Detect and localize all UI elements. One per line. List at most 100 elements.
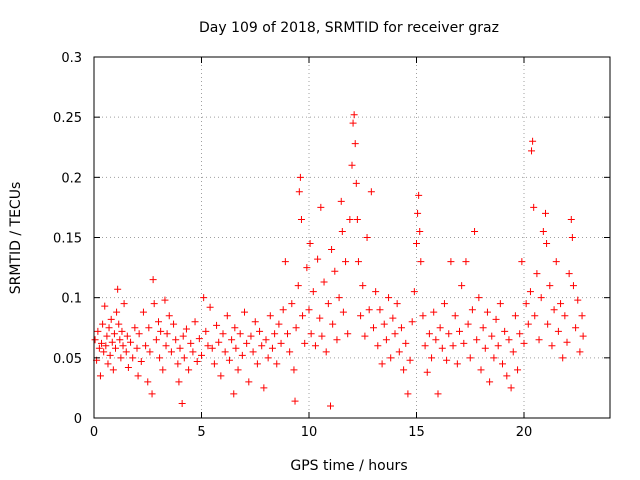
data-point-marker [335,294,343,302]
data-point-marker [238,351,246,359]
data-point-marker [529,137,537,145]
data-point-marker [440,300,448,308]
data-point-marker [291,397,299,405]
data-point-marker [167,348,175,356]
data-point-marker [559,354,567,362]
data-point-marker [494,342,502,350]
data-point-marker [115,320,123,328]
data-point-marker [150,300,158,308]
data-point-marker [488,332,496,340]
data-point-marker [202,327,210,335]
data-point-marker [501,327,509,335]
data-point-marker [170,320,178,328]
data-point-marker [413,240,420,248]
data-point-marker [122,348,130,356]
data-point-marker [372,288,380,296]
data-point-marker [376,306,384,314]
y-tick-label: 0 [74,412,82,427]
data-point-marker [103,332,111,340]
data-point-marker [107,315,115,323]
data-point-marker [182,325,190,333]
data-point-marker [228,336,236,344]
data-point-marker [268,344,276,352]
data-point-marker [569,282,577,290]
data-point-marker [91,336,99,344]
data-point-marker [179,332,187,340]
data-point-marker [137,357,145,365]
x-tick-label: 10 [301,425,318,440]
data-point-marker [191,318,199,326]
data-point-marker [174,360,182,368]
data-point-marker [546,282,554,290]
data-point-marker [230,390,238,398]
data-point-marker [451,312,459,320]
data-point-marker [342,258,350,266]
data-point-marker [554,327,562,335]
x-tick-label: 5 [197,425,205,440]
data-point-marker [108,338,116,346]
data-point-marker [208,344,216,352]
data-point-marker [533,270,541,278]
data-point-marker [295,188,303,196]
data-point-marker [96,372,104,380]
data-point-marker [273,360,281,368]
data-point-marker [471,227,479,235]
data-point-marker [219,330,227,338]
data-point-marker [528,147,536,155]
data-point-marker [279,306,287,314]
data-point-marker [162,342,170,350]
data-point-marker [505,336,513,344]
data-point-marker [428,354,436,362]
data-point-marker [328,246,336,254]
data-point-marker [139,308,147,316]
data-point-marker [410,288,418,296]
data-point-marker [198,351,205,359]
data-point-marker [266,312,274,320]
data-point-marker [563,338,571,346]
data-point-marker [568,234,576,241]
data-point-marker [290,366,298,374]
data-point-marker [507,384,515,392]
data-point-marker [344,330,352,338]
data-point-marker [530,203,538,211]
data-point-marker [464,320,472,328]
data-point-marker [129,354,137,362]
data-point-marker [241,308,248,316]
data-point-marker [514,366,522,374]
data-point-marker [134,372,142,380]
data-point-marker [234,366,242,374]
data-point-marker [416,227,424,235]
data-point-marker [481,344,489,352]
data-point-marker [113,308,121,316]
data-point-marker [395,348,403,356]
data-point-marker [404,390,412,398]
data-point-marker [316,314,324,322]
data-point-marker [292,324,300,332]
data-point-marker [462,258,470,266]
data-point-marker [288,300,296,308]
data-point-marker [118,327,126,335]
data-point-marker [104,360,112,368]
data-point-marker [249,348,257,356]
data-point-marker [195,335,203,343]
data-point-marker [156,354,164,362]
data-point-marker [449,342,457,350]
data-point-marker [271,330,279,338]
data-point-marker [114,285,122,293]
data-point-marker [499,360,506,368]
data-point-marker [152,336,160,344]
data-point-marker [165,312,173,320]
data-point-marker [380,320,388,328]
data-point-marker [193,357,201,365]
data-point-marker [526,288,534,296]
data-point-marker [123,332,131,340]
data-point-marker [365,306,373,314]
data-point-marker [423,368,431,376]
data-point-marker [231,324,239,332]
data-point-marker [243,339,251,347]
data-point-marker [116,336,124,344]
y-tick-label: 0.3 [61,51,82,66]
data-point-marker [348,161,356,169]
data-point-marker [245,378,253,386]
